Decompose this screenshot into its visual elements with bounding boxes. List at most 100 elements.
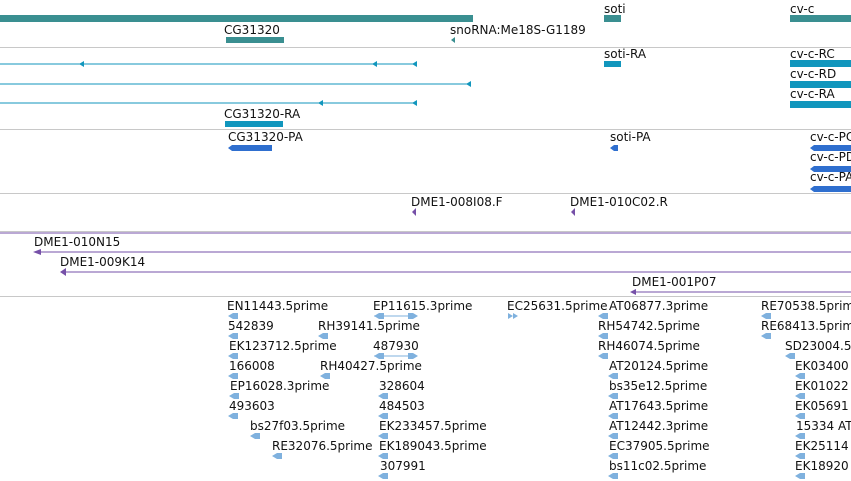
est-glyph[interactable] [378,393,388,399]
protein-bar-cvc-pc[interactable] [810,145,851,151]
clone-end-label-008i08: DME1-008I08.F [411,195,503,209]
est-label: EC37905.5prime [609,439,710,453]
mrna-bar-cvc-ra[interactable] [790,101,851,108]
est-label: 484503 [379,399,425,413]
protein-bar-cvc-pd[interactable] [810,166,851,172]
mrna-bar-cg31320-ra[interactable] [225,121,283,127]
est-glyph[interactable] [508,313,513,319]
mrna-label-soti-ra: soti-RA [604,47,647,61]
protein-bar-cvc-pa[interactable] [810,186,851,192]
gene-bar-cvc[interactable] [790,15,851,22]
est-label: AT06877.3prime [609,299,709,313]
gene-track-glyphs [0,15,851,43]
est-glyph [408,313,418,319]
mrna-bar-cvc-rd[interactable] [790,81,851,88]
mrna-bar-cvc-rc[interactable] [790,60,851,67]
est-glyph[interactable] [598,313,608,319]
est-glyph[interactable] [228,333,238,339]
protein-label-cvc-pd: cv-c-PD [810,150,851,164]
protein-label-cvc-pc: cv-c-PC [810,130,851,144]
protein-bar-cg31320-pa[interactable] [228,145,272,151]
est-glyph[interactable] [378,413,388,419]
mrna-bar-soti-ra[interactable] [604,61,621,67]
est-glyph[interactable] [795,393,805,399]
gene-bar-soti[interactable] [604,15,621,22]
clone-track: DME1-010N15 DME1-009K14 DME1-001P07 [0,231,851,297]
est-label: 15334 AT [796,419,851,433]
est-track-glyphs [228,313,805,479]
est-label: EK25114 [795,439,849,453]
mrna-1-intron-arrow [372,61,377,67]
est-label: EK05691 [795,399,849,413]
est-glyph[interactable] [378,473,388,479]
est-label: RE32076.5prime [272,439,373,453]
protein-bar-soti-pa[interactable] [610,145,618,151]
gene-track: soti cv-c CG31320 snoRNA:Me18S-G1189 [0,0,851,48]
protein-label-cg31320-pa: CG31320-PA [228,130,303,144]
est-glyph[interactable] [608,453,618,459]
est-label: AT20124.5prime [609,359,709,373]
est-glyph[interactable] [378,453,388,459]
est-glyph[interactable] [761,333,771,339]
est-label: bs35e12.5prime [609,379,708,393]
est-label: EK18920 [795,459,849,473]
clone-label-009k14: DME1-009K14 [60,255,146,269]
est-label: EK233457.5prime [379,419,487,433]
est-glyph[interactable] [229,393,239,399]
mrna-label-cg31320-ra: CG31320-RA [224,107,301,121]
mrna-3-intron-arrow [318,100,323,106]
est-glyph[interactable] [608,373,618,379]
clone-end-arrow-010c02[interactable] [571,208,575,216]
est-glyph[interactable] [378,433,388,439]
est-label: AT12442.3prime [609,419,709,433]
est-glyph [374,353,384,359]
est-glyph[interactable] [785,353,795,359]
est-label: EN11443.5prime [227,299,329,313]
est-label: bs27f03.5prime [250,419,346,433]
est-label: RE70538.5prime [761,299,851,313]
est-glyph[interactable] [608,473,618,479]
mrna-label-cvc-rc: cv-c-RC [790,47,835,61]
clone-end-arrow-008i08[interactable] [412,208,416,216]
est-label: 328604 [379,379,425,393]
est-glyph [374,313,384,319]
est-glyph[interactable] [598,353,608,359]
est-label: 166008 [229,359,275,373]
est-label: RH40427.5prime [320,359,422,373]
est-glyph[interactable] [598,333,608,339]
protein-label-soti-pa: soti-PA [610,130,651,144]
est-glyph[interactable] [795,453,805,459]
est-label: RH54742.5prime [598,319,700,333]
gene-bar-cg31320[interactable] [226,37,284,43]
est-glyph[interactable] [228,413,238,419]
est-glyph[interactable] [250,433,260,439]
est-label: EK123712.5prime [229,339,337,353]
est-glyph[interactable] [795,373,805,379]
clone-label-010n15: DME1-010N15 [34,235,121,249]
gene-arrow-snorna[interactable] [451,37,455,43]
est-glyph[interactable] [318,333,328,339]
est-glyph[interactable] [513,313,518,319]
clone-track-glyphs [0,232,851,295]
est-glyph[interactable] [228,353,238,359]
est-glyph[interactable] [795,413,805,419]
gene-label-cvc: cv-c [790,2,815,16]
gene-bar-left[interactable] [0,15,473,22]
est-label: RH46074.5prime [598,339,700,353]
est-track: EN11443.5prime 542839 EK123712.5prime 16… [0,296,851,481]
est-glyph[interactable] [795,433,805,439]
est-label: RH39141.5prime [318,319,420,333]
est-glyph[interactable] [320,373,330,379]
est-glyph[interactable] [795,473,805,479]
est-glyph[interactable] [228,373,238,379]
est-glyph[interactable] [608,393,618,399]
est-glyph[interactable] [228,313,238,319]
gene-label-snorna: snoRNA:Me18S-G1189 [450,23,586,37]
mrna-label-cvc-ra: cv-c-RA [790,87,835,101]
est-label: AT17643.5prime [609,399,709,413]
est-glyph[interactable] [761,313,771,319]
est-glyph[interactable] [608,413,618,419]
est-glyph[interactable] [272,453,282,459]
est-glyph[interactable] [608,433,618,439]
mrna-track: soti-RA cv-c-RC cv-c-RD cv-c-RA CG31320-… [0,47,851,130]
